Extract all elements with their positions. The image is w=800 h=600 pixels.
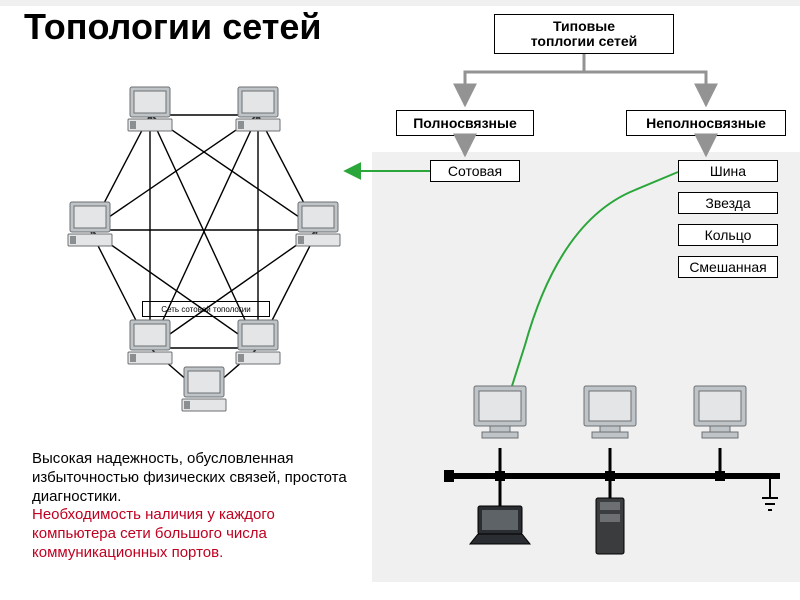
- mesh-nodes: [68, 87, 340, 411]
- bus-diagram: [444, 386, 780, 554]
- slide: Топологии сетей Типовые топлогии сетей П…: [0, 0, 800, 600]
- diagram-svg: [0, 0, 800, 600]
- green-arrows: [345, 171, 678, 408]
- mesh-edges: [90, 115, 318, 395]
- hier-connectors: [465, 54, 706, 155]
